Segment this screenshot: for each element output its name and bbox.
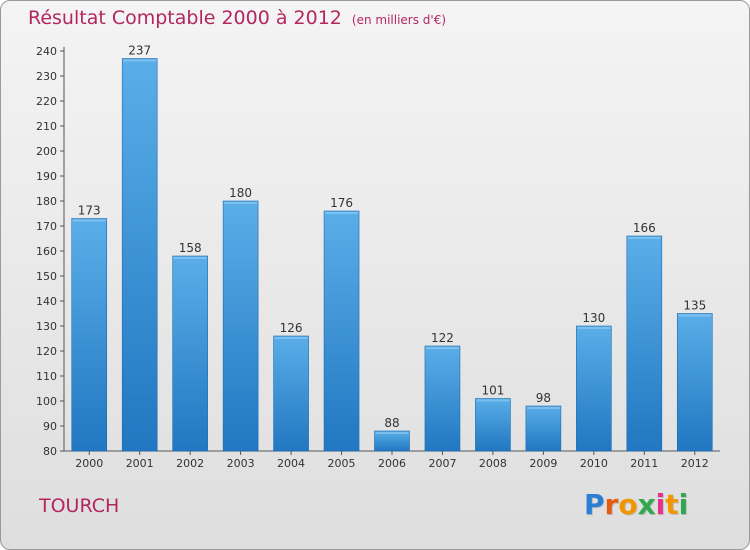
value-label-2006: 88 <box>384 416 399 430</box>
x-tick-label: 2005 <box>328 457 356 470</box>
x-tick-label: 2002 <box>176 457 204 470</box>
bar-2010[interactable] <box>576 325 612 452</box>
value-label-2008: 101 <box>481 384 504 398</box>
y-tick-label: 210 <box>36 120 57 133</box>
bar-highlight <box>476 399 510 402</box>
value-label-2003: 180 <box>229 186 252 200</box>
commune-name: TOURCH <box>39 495 120 517</box>
bar-2002[interactable] <box>172 255 208 452</box>
logo-letter: i <box>655 488 666 521</box>
chart-subtitle: (en milliers d'€) <box>351 13 447 27</box>
value-label-2011: 166 <box>633 221 656 235</box>
y-tick-label: 90 <box>43 420 57 433</box>
proxiti-logo[interactable]: Proxiti <box>584 488 688 521</box>
bar-highlight <box>678 314 712 317</box>
bar-2007[interactable] <box>424 345 461 452</box>
bar-highlight <box>627 237 661 239</box>
value-label-2009: 98 <box>536 391 551 405</box>
y-tick-label: 120 <box>36 345 57 358</box>
value-labels: 173 237 158 180 126 176 88 122 101 98 130 166 135 <box>78 44 706 431</box>
x-tick-label: 2009 <box>529 457 557 470</box>
value-label-2012: 135 <box>683 299 706 313</box>
bar-highlight <box>274 337 308 339</box>
x-tick-label: 2000 <box>75 457 103 470</box>
bar-2006[interactable] <box>374 430 410 452</box>
logo-letter: t <box>665 488 679 521</box>
value-label-2007: 122 <box>431 331 454 345</box>
bar-highlight <box>72 219 106 222</box>
chart-title: Résultat Comptable 2000 à 2012 (en millie… <box>28 7 446 29</box>
x-tick-label: 2011 <box>630 457 658 470</box>
y-tick-label: 220 <box>36 95 57 108</box>
x-tick-label: 2007 <box>428 457 456 470</box>
x-tick-label: 2006 <box>378 457 406 470</box>
chart-title-main: Résultat Comptable 2000 à 2012 <box>28 7 342 29</box>
y-tick-label: 130 <box>36 320 57 333</box>
bar-highlight <box>173 257 207 259</box>
logo-letter: x <box>637 488 656 521</box>
y-tick-label: 200 <box>36 145 57 158</box>
x-tick-label: 2010 <box>580 457 608 470</box>
bars <box>71 58 713 452</box>
y-tick-label: 240 <box>36 45 57 58</box>
y-tick-label: 170 <box>36 220 57 233</box>
bar-highlight <box>325 212 359 214</box>
bar-2000[interactable] <box>71 218 108 452</box>
value-label-2004: 126 <box>280 321 303 335</box>
bar-highlight <box>375 432 409 434</box>
logo-letter: P <box>584 488 605 521</box>
bar-highlight <box>224 202 258 204</box>
value-label-2005: 176 <box>330 196 353 210</box>
value-label-2010: 130 <box>582 311 605 325</box>
bar-2012[interactable] <box>676 313 713 452</box>
bar-highlight <box>577 327 611 329</box>
value-label-2001: 237 <box>128 44 151 58</box>
y-tick-label: 100 <box>36 395 57 408</box>
y-tick-label: 180 <box>36 195 57 208</box>
y-tick-label: 150 <box>36 270 57 283</box>
logo-letter: i <box>678 488 689 521</box>
x-tick-label: 2012 <box>681 457 709 470</box>
y-tick-label: 190 <box>36 170 57 183</box>
x-tick-label: 2001 <box>126 457 154 470</box>
bar-2004[interactable] <box>273 335 309 452</box>
logo-letter: o <box>618 488 638 521</box>
y-tick-label: 140 <box>36 295 57 308</box>
x-tick-label: 2003 <box>227 457 255 470</box>
bar-2011[interactable] <box>626 235 663 452</box>
value-label-2002: 158 <box>179 241 202 255</box>
bar-2005[interactable] <box>323 210 360 452</box>
bar-highlight <box>123 59 157 62</box>
value-label-2000: 173 <box>78 204 101 218</box>
bar-highlight <box>526 407 560 409</box>
x-tick-label: 2008 <box>479 457 507 470</box>
bar-2009[interactable] <box>525 405 562 452</box>
y-tick-label: 110 <box>36 370 57 383</box>
y-tick-label: 80 <box>43 445 57 458</box>
logo-letter: r <box>604 488 619 521</box>
bar-highlight <box>425 347 459 349</box>
bar-2003[interactable] <box>222 200 259 452</box>
y-tick-label: 230 <box>36 70 57 83</box>
bar-2001[interactable] <box>121 58 158 452</box>
bar-2008[interactable] <box>475 398 511 452</box>
x-tick-label: 2004 <box>277 457 305 470</box>
y-tick-label: 160 <box>36 245 57 258</box>
